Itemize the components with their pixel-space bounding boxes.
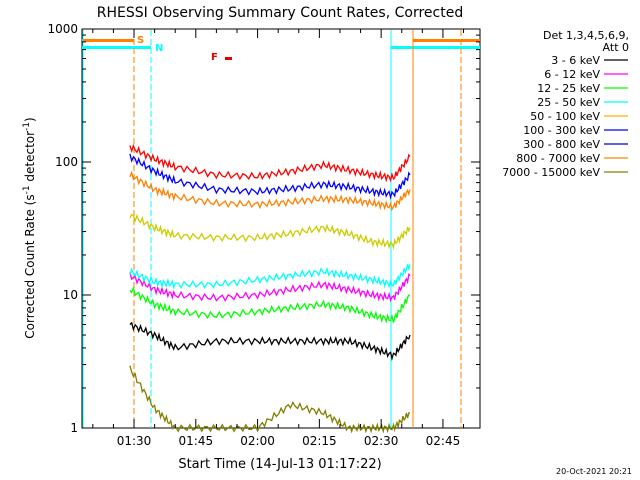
y-tick-label: 1 — [70, 421, 78, 435]
x-tick-label: 01:30 — [117, 434, 152, 448]
y-axis: 1 10 100 1000 — [47, 22, 480, 435]
y-axis-label-sup1: -1 — [22, 185, 32, 194]
x-tick-label: 02:45 — [426, 434, 461, 448]
legend-label: 800 - 7000 keV — [516, 152, 600, 165]
y-axis-label: Corrected Count Rate (s-1 detector-1) — [22, 117, 37, 338]
y-tick-label: 1000 — [47, 22, 78, 36]
x-tick-label: 02:00 — [240, 434, 275, 448]
legend-label: 7000 - 15000 keV — [502, 166, 600, 179]
flare-marker-bar — [225, 57, 232, 60]
x-tick-label: 02:15 — [302, 434, 337, 448]
series-line — [129, 264, 411, 290]
marker-label: S — [137, 35, 144, 46]
y-axis-label-main: Corrected Count Rate (s — [23, 194, 37, 338]
marker-lines — [82, 30, 462, 428]
legend-label: 300 - 800 keV — [523, 138, 600, 151]
timestamp: 20-Oct-2021 20:21 — [556, 467, 632, 476]
legend-label: 6 - 12 keV — [544, 68, 600, 81]
series-line — [129, 321, 411, 361]
y-tick-label: 100 — [55, 155, 78, 169]
orbit-bar — [413, 39, 480, 42]
series-layer — [129, 143, 411, 434]
legend-label: 12 - 25 keV — [537, 82, 600, 95]
series-line — [129, 143, 411, 183]
legend-label: 25 - 50 keV — [537, 96, 600, 109]
x-tick-label: 01:45 — [179, 434, 214, 448]
y-tick-label: 10 — [63, 288, 78, 302]
marker-label: F — [211, 52, 218, 63]
orbit-bar — [82, 39, 134, 42]
series-line — [129, 286, 411, 324]
y-axis-label-end: ) — [23, 117, 37, 122]
series-line — [129, 170, 411, 212]
series-line — [129, 153, 411, 200]
chart-title-group: RHESSI Observing Summary Count Rates, Co… — [97, 5, 463, 21]
marker-labels: SN F — [137, 35, 232, 63]
legend-label: 50 - 100 keV — [530, 110, 600, 123]
legend-header-2: Att 0 — [603, 41, 629, 54]
series-line — [129, 213, 411, 250]
chart-title: RHESSI Observing Summary Count Rates, Co… — [97, 5, 463, 21]
series-line — [129, 272, 411, 303]
x-axis: 01:30 01:45 02:00 02:15 02:30 02:45 — [92, 29, 465, 448]
series-line — [129, 365, 411, 434]
marker-bars — [82, 39, 480, 49]
legend-label: 3 - 6 keV — [551, 54, 600, 67]
saa-bar — [82, 46, 151, 49]
marker-label: N — [155, 43, 163, 54]
x-axis-label: Start Time (14-Jul-13 01:17:22) — [178, 457, 381, 472]
plot-frame — [81, 28, 481, 429]
legend-header-1: Det 1,3,4,5,6,9, — [543, 29, 629, 42]
y-axis-label-sup2: -1 — [22, 122, 32, 131]
y-axis-label-mid: detector — [23, 131, 37, 186]
legend-label: 100 - 300 keV — [523, 124, 600, 137]
saa-bar — [391, 46, 480, 49]
x-tick-label: 02:30 — [364, 434, 399, 448]
